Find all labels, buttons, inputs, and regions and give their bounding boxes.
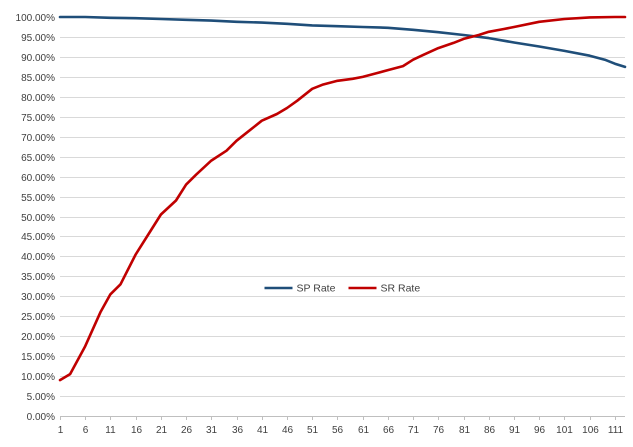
- legend-label-sp-rate: SP Rate: [297, 283, 336, 295]
- y-tick-label: 60.00%: [21, 173, 55, 184]
- x-tick-label: 16: [131, 425, 143, 436]
- x-tick-label: 101: [556, 425, 573, 436]
- y-tick-label: 25.00%: [21, 312, 55, 323]
- y-tick-label: 100.00%: [16, 13, 56, 24]
- y-tick-label: 30.00%: [21, 292, 55, 303]
- series-line-sp-rate: [58, 15, 627, 69]
- y-tick-label: 65.00%: [21, 153, 55, 164]
- x-tick-label: 11: [105, 425, 116, 436]
- x-tick-label: 96: [534, 425, 546, 436]
- x-tick-label: 51: [307, 425, 319, 436]
- x-tick-label: 1: [58, 425, 64, 436]
- x-tick-label: 41: [257, 425, 269, 436]
- x-tick-label: 46: [282, 425, 294, 436]
- y-tick-label: 35.00%: [21, 272, 55, 283]
- y-tick-label: 90.00%: [21, 53, 55, 64]
- y-tick-label: 5.00%: [27, 392, 55, 403]
- x-tick-label: 86: [484, 425, 496, 436]
- y-tick-label: 85.00%: [21, 73, 55, 84]
- x-tick-label: 31: [206, 425, 218, 436]
- y-tick-label: 45.00%: [21, 232, 55, 243]
- y-tick-label: 40.00%: [21, 252, 55, 263]
- legend-label-sr-rate: SR Rate: [381, 283, 421, 295]
- x-tick-label: 66: [383, 425, 395, 436]
- x-tick-label: 61: [358, 425, 370, 436]
- y-tick-label: 70.00%: [21, 133, 55, 144]
- y-tick-label: 95.00%: [21, 33, 55, 44]
- x-tick-label: 56: [332, 425, 344, 436]
- x-tick-label: 106: [582, 425, 599, 436]
- x-tick-label: 36: [232, 425, 244, 436]
- y-tick-label: 75.00%: [21, 113, 55, 124]
- y-tick-label: 55.00%: [21, 193, 55, 204]
- y-tick-label: 15.00%: [21, 352, 55, 363]
- y-tick-label: 10.00%: [21, 372, 55, 383]
- x-tick-label: 71: [408, 425, 420, 436]
- y-tick-label: 0.00%: [27, 412, 55, 423]
- series-line-sr-rate: [58, 15, 627, 382]
- x-tick-label: 81: [459, 425, 471, 436]
- x-tick-label: 6: [83, 425, 89, 436]
- y-tick-label: 80.00%: [21, 93, 55, 104]
- y-tick-label: 20.00%: [21, 332, 55, 343]
- x-tick-label: 76: [433, 425, 445, 436]
- x-tick-label: 111: [608, 425, 624, 436]
- x-tick-label: 21: [156, 425, 168, 436]
- y-tick-label: 50.00%: [21, 213, 55, 224]
- x-tick-label: 91: [509, 425, 521, 436]
- x-tick-label: 26: [181, 425, 193, 436]
